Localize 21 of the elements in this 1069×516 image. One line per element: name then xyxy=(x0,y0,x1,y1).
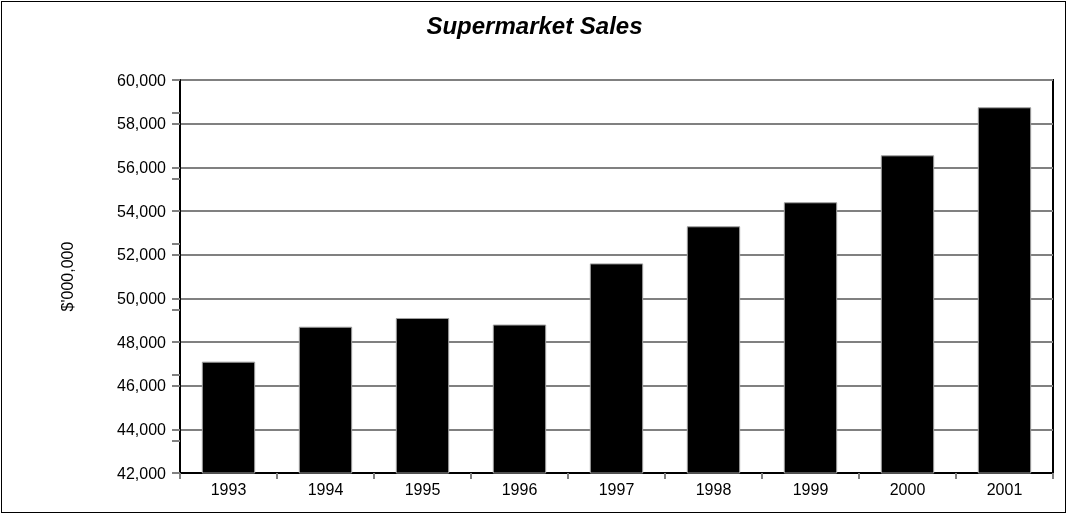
x-tick-label: 1994 xyxy=(307,480,344,498)
y-tick-label: 58,000 xyxy=(117,115,167,133)
y-tick-label: 56,000 xyxy=(117,158,167,176)
x-tick-label: 1999 xyxy=(792,480,829,498)
y-tick-label: 50,000 xyxy=(117,289,167,307)
x-tick-label: 1993 xyxy=(210,480,247,498)
y-tick-label: 60,000 xyxy=(117,71,167,89)
y-tick-label: 46,000 xyxy=(117,377,167,395)
x-tick-label: 1995 xyxy=(404,480,441,498)
y-tick-label: 44,000 xyxy=(117,420,167,438)
y-tick-label: 52,000 xyxy=(117,246,167,264)
x-tick-label: 1996 xyxy=(501,480,538,498)
y-tick-label: 54,000 xyxy=(117,202,167,220)
y-tick-label: 42,000 xyxy=(117,464,167,482)
x-tick-label: 1997 xyxy=(598,480,635,498)
x-tick-label: 1998 xyxy=(695,480,732,498)
y-axis-title: $'000,000 xyxy=(58,241,76,312)
x-tick-label: 2000 xyxy=(889,480,926,498)
y-tick-label: 48,000 xyxy=(117,333,167,351)
chart-title: Supermarket Sales xyxy=(426,11,643,39)
x-tick-label: 2001 xyxy=(986,480,1023,498)
